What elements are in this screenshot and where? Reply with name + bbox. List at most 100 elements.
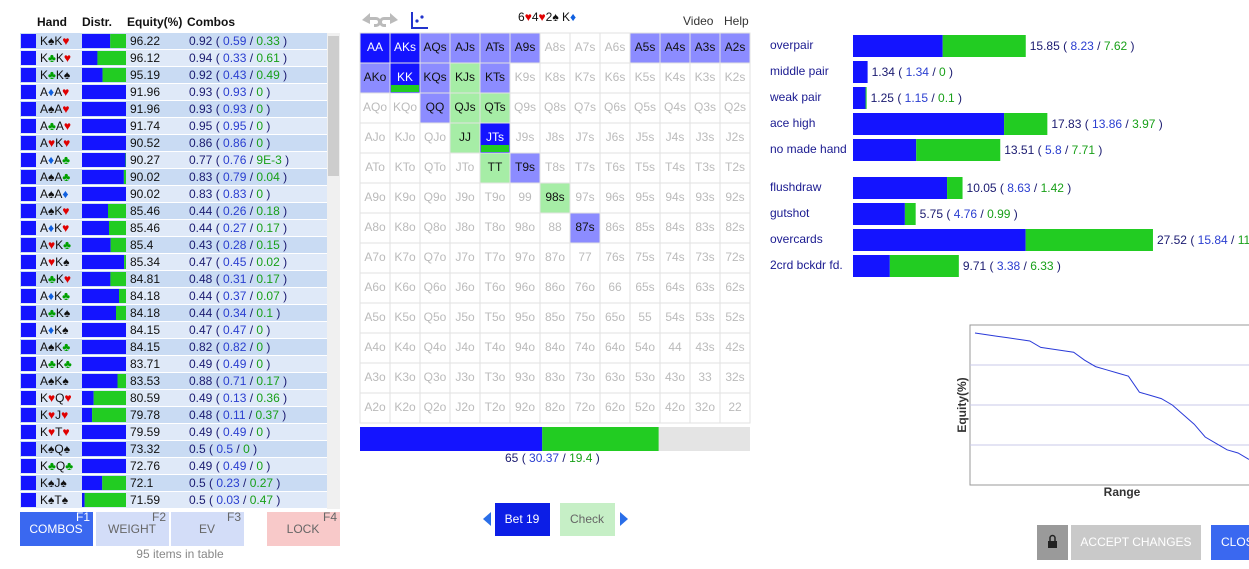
prev-arrow[interactable]	[483, 512, 491, 526]
matrix-cell[interactable]	[389, 302, 421, 334]
matrix-cell[interactable]	[359, 62, 391, 94]
matrix-cell[interactable]	[479, 92, 511, 124]
matrix-cell[interactable]	[659, 332, 691, 364]
matrix-cell[interactable]	[569, 122, 601, 154]
link[interactable]: Help	[724, 14, 749, 28]
matrix-cell[interactable]	[539, 32, 571, 64]
matrix-cell[interactable]	[659, 62, 691, 94]
matrix-cell[interactable]	[539, 62, 571, 94]
matrix-cell[interactable]	[389, 332, 421, 364]
matrix-cell[interactable]	[659, 92, 691, 124]
matrix-cell[interactable]	[719, 362, 751, 394]
matrix-cell[interactable]	[659, 272, 691, 304]
chart-icon[interactable]	[411, 12, 428, 29]
matrix-cell[interactable]	[359, 272, 391, 304]
matrix-cell[interactable]	[569, 392, 601, 424]
matrix-cell[interactable]	[419, 212, 451, 244]
matrix-cell[interactable]	[419, 182, 451, 214]
matrix-cell[interactable]	[419, 92, 451, 124]
matrix-cell[interactable]	[629, 272, 661, 304]
matrix-cell[interactable]	[719, 92, 751, 124]
undo-icon[interactable]	[362, 13, 381, 27]
mode-button[interactable]	[171, 512, 244, 546]
next-arrow[interactable]	[620, 512, 628, 526]
matrix-cell[interactable]	[449, 392, 481, 424]
matrix-cell[interactable]	[419, 272, 451, 304]
matrix-cell[interactable]	[509, 302, 541, 334]
matrix-cell[interactable]	[389, 212, 421, 244]
matrix-cell[interactable]	[689, 212, 721, 244]
matrix-cell[interactable]	[389, 392, 421, 424]
matrix-cell[interactable]	[509, 272, 541, 304]
matrix-cell[interactable]	[359, 392, 391, 424]
matrix-cell[interactable]	[689, 92, 721, 124]
mode-button[interactable]	[20, 512, 93, 546]
action-button[interactable]	[560, 503, 615, 536]
redo-icon[interactable]	[379, 13, 398, 27]
matrix-cell[interactable]	[659, 32, 691, 64]
matrix-cell[interactable]	[479, 392, 511, 424]
matrix-cell[interactable]	[689, 362, 721, 394]
matrix-cell[interactable]	[569, 272, 601, 304]
matrix-cell[interactable]	[719, 182, 751, 214]
matrix-cell[interactable]	[569, 92, 601, 124]
matrix-cell[interactable]	[449, 302, 481, 334]
matrix-cell[interactable]	[419, 242, 451, 274]
matrix-cell[interactable]	[599, 272, 631, 304]
matrix-cell[interactable]	[659, 152, 691, 184]
matrix-cell[interactable]	[389, 32, 421, 64]
matrix-cell[interactable]	[449, 152, 481, 184]
matrix-cell[interactable]	[539, 182, 571, 214]
footer-button[interactable]	[1211, 525, 1249, 560]
matrix-cell[interactable]	[449, 62, 481, 94]
matrix-cell[interactable]	[509, 392, 541, 424]
matrix-cell[interactable]	[539, 122, 571, 154]
matrix-cell[interactable]	[689, 182, 721, 214]
matrix-cell[interactable]	[419, 332, 451, 364]
matrix-cell[interactable]	[719, 122, 751, 154]
matrix-cell[interactable]	[479, 332, 511, 364]
matrix-cell[interactable]	[569, 242, 601, 274]
matrix-cell[interactable]	[509, 122, 541, 154]
matrix-cell[interactable]	[569, 152, 601, 184]
matrix-cell[interactable]	[719, 152, 751, 184]
matrix-cell[interactable]	[419, 122, 451, 154]
matrix-cell[interactable]	[419, 62, 451, 94]
matrix-cell[interactable]	[629, 332, 661, 364]
matrix-cell[interactable]	[539, 362, 571, 394]
matrix-cell[interactable]	[419, 392, 451, 424]
matrix-cell[interactable]	[479, 212, 511, 244]
matrix-cell[interactable]	[509, 362, 541, 394]
matrix-cell[interactable]	[509, 152, 541, 184]
matrix-cell[interactable]	[629, 302, 661, 334]
matrix-cell[interactable]	[689, 302, 721, 334]
matrix-cell[interactable]	[689, 272, 721, 304]
matrix-cell[interactable]	[599, 62, 631, 94]
matrix-cell[interactable]	[509, 332, 541, 364]
matrix-cell[interactable]	[599, 392, 631, 424]
matrix-cell[interactable]	[629, 92, 661, 124]
link[interactable]: Video	[683, 14, 714, 28]
scroll-thumb[interactable]	[328, 36, 339, 176]
matrix-cell[interactable]	[659, 122, 691, 154]
footer-button[interactable]	[1071, 525, 1201, 560]
matrix-cell[interactable]	[689, 392, 721, 424]
matrix-cell[interactable]	[359, 92, 391, 124]
matrix-cell[interactable]	[689, 32, 721, 64]
matrix-cell[interactable]	[659, 242, 691, 274]
matrix-cell[interactable]	[479, 302, 511, 334]
matrix-cell[interactable]	[539, 332, 571, 364]
matrix-cell[interactable]	[539, 92, 571, 124]
matrix-cell[interactable]	[359, 332, 391, 364]
mode-button[interactable]	[96, 512, 169, 546]
matrix-cell[interactable]	[719, 392, 751, 424]
matrix-cell[interactable]	[569, 332, 601, 364]
matrix-cell[interactable]	[689, 62, 721, 94]
matrix-cell[interactable]	[389, 362, 421, 394]
matrix-cell[interactable]	[479, 242, 511, 274]
mode-button[interactable]	[267, 512, 340, 546]
matrix-cell[interactable]	[539, 392, 571, 424]
matrix-cell[interactable]	[719, 212, 751, 244]
matrix-cell[interactable]	[719, 332, 751, 364]
matrix-cell[interactable]	[629, 362, 661, 394]
